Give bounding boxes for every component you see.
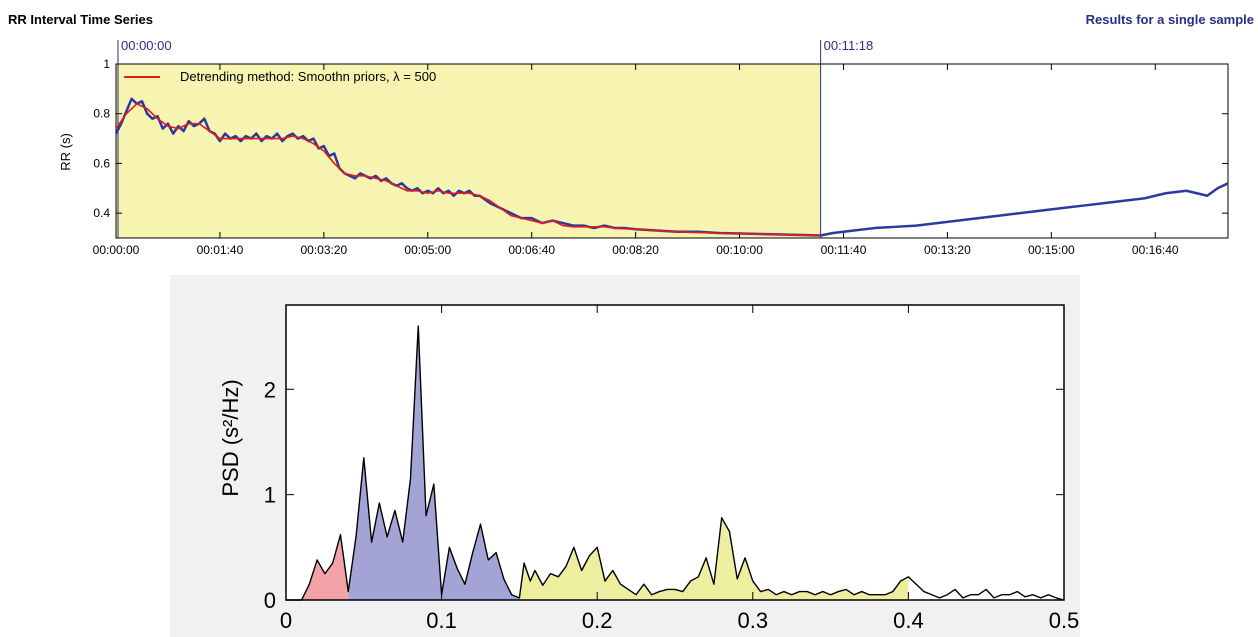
- top-y-tick-label: 0.8: [93, 107, 110, 121]
- chart-title-left: RR Interval Time Series: [8, 12, 153, 27]
- top-x-tick-label: 00:10:00: [716, 243, 763, 257]
- top-x-tick-label: 00:06:40: [508, 243, 555, 257]
- psd-x-tick-label: 0: [280, 608, 292, 633]
- top-x-tick-label: 00:03:20: [300, 243, 347, 257]
- top-x-tick-label: 00:01:40: [197, 243, 244, 257]
- top-x-tick-label: 00:11:40: [821, 243, 867, 257]
- rr-trend-series: [115, 102, 821, 237]
- psd-y-tick-label: 2: [264, 377, 276, 402]
- hf-band-area: [519, 517, 909, 600]
- psd-x-tick-label: 0.5: [1049, 608, 1080, 633]
- top-plot-frame: [115, 63, 1229, 239]
- top-x-tick-label: 00:05:00: [404, 243, 451, 257]
- rr-interval-chart: 0.4 0.6 0.8 1 00:00:00 00:01:40 00:03:20 00:05:…: [58, 38, 1229, 257]
- psd-x-tick-label: 0.1: [426, 608, 457, 633]
- top-x-tick-label: 00:15:00: [1028, 243, 1075, 257]
- lf-band-area: [348, 326, 520, 600]
- top-x-tick-label: 00:13:20: [924, 243, 971, 257]
- top-x-tick-label: 00:16:40: [1132, 243, 1179, 257]
- top-y-tick-label: 0.6: [93, 156, 110, 170]
- legend-label: Detrending method: Smoothn priors, λ = 5…: [180, 69, 436, 84]
- time-marker-label: 00:11:18: [824, 38, 874, 53]
- psd-x-tick-label: 0.3: [738, 608, 769, 633]
- psd-plot-frame: [285, 304, 1065, 601]
- psd-chart: 0 0.1 0.2 0.3 0.4 0.5 0 1 2 PSD (s²/Hz): [218, 304, 1080, 633]
- chart-title-right: Results for a single sample: [1085, 12, 1254, 27]
- psd-x-tick-label: 0.2: [582, 608, 613, 633]
- bottom-y-axis-label: PSD (s²/Hz): [218, 379, 243, 496]
- top-y-axis-label: RR (s): [58, 133, 73, 171]
- time-marker-label: 00:00:00: [121, 38, 172, 53]
- psd-line: [286, 325, 1065, 601]
- top-x-tick-label: 00:08:20: [612, 243, 659, 257]
- psd-y-tick-label: 1: [264, 483, 276, 508]
- psd-y-tick-label: 0: [264, 588, 276, 613]
- top-y-tick-label: 1: [103, 57, 110, 71]
- top-y-tick-label: 0.4: [93, 206, 110, 220]
- analysis-window: [116, 64, 821, 238]
- psd-x-tick-label: 0.4: [893, 608, 924, 633]
- top-x-tick-label: 00:00:00: [93, 243, 140, 257]
- psd-panel: 0 0.1 0.2 0.3 0.4 0.5 0 1 2 PSD (s²/Hz): [170, 275, 1080, 637]
